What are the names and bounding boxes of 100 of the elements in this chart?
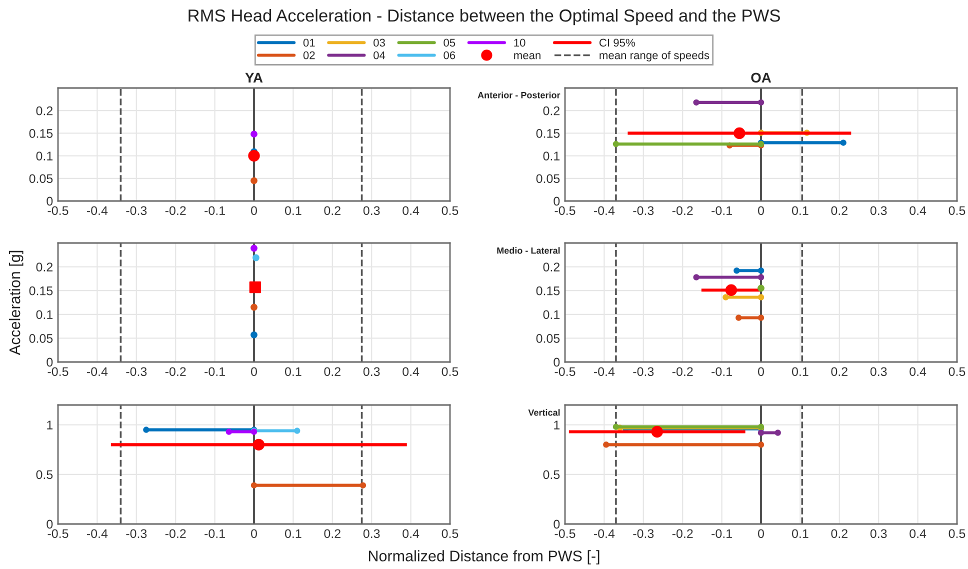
x-tick-label: -0.5 (48, 206, 68, 216)
y-tick-label: 0 (46, 520, 53, 529)
x-tick-label: -0.4 (86, 367, 108, 376)
x-tick-label: 0.1 (792, 367, 808, 376)
y-tick-label: 0.15 (536, 286, 560, 296)
y-tick-label: 0.05 (29, 174, 53, 184)
x-tick-label: 0 (758, 206, 764, 216)
legend-label: mean range of speeds (600, 51, 710, 62)
x-tick-label: 0.4 (910, 206, 926, 216)
x-tick-label: -0.3 (126, 529, 147, 538)
x-tick-label: 0.5 (948, 529, 966, 538)
legend-label: 06 (444, 51, 456, 60)
y-tick-label: 0.05 (29, 334, 53, 343)
x-tick-label: -0.4 (594, 529, 615, 538)
y-tick-label: 0.5 (36, 470, 53, 480)
x-tick-label: 0.4 (402, 367, 420, 376)
y-tick-label: 0.05 (536, 334, 560, 343)
x-tick-label: 0.5 (442, 367, 458, 376)
x-tick-label: -0.5 (554, 206, 576, 216)
x-tick-label: 0.1 (285, 529, 302, 538)
x-tick-label: -0.5 (48, 367, 68, 376)
x-tick-label: -0.4 (86, 529, 108, 538)
text: Medio - Lateral (497, 247, 560, 254)
x-tick-label: 0.4 (910, 529, 926, 538)
y-tick-label: 0.5 (543, 470, 560, 480)
y-tick-label: 1 (47, 420, 53, 430)
legend-label: 05 (444, 38, 456, 47)
y-tick-label: 0.2 (543, 106, 560, 116)
x-tick-label: -0.3 (633, 367, 654, 376)
y-tick-label: 0.05 (536, 174, 560, 184)
x-tick-label: -0.2 (672, 529, 693, 538)
x-tick-label: -0.1 (712, 529, 732, 538)
x-tick-label: -0.4 (594, 206, 615, 216)
x-tick-label: 0.5 (948, 367, 966, 376)
x-tick-label: 0.5 (948, 206, 966, 216)
x-tick-label: -0.2 (165, 367, 186, 376)
x-tick-label: -0.3 (126, 206, 147, 216)
x-tick-label: 0.1 (792, 206, 808, 216)
legend-label: 10 (514, 38, 526, 47)
x-tick-label: 0.2 (324, 367, 340, 376)
y-tick-label: 0 (554, 358, 560, 367)
x-tick-label: 0.3 (363, 529, 380, 538)
y-tick-label: 0.2 (543, 262, 560, 272)
x-tick-label: 0.5 (442, 529, 458, 538)
text: RMS Head Acceleration - Distance between the Optimal Speed and the PWS (188, 8, 780, 26)
x-tick-label: 0.3 (870, 367, 887, 376)
legend-label: 02 (303, 51, 315, 60)
x-tick-label: 0.3 (363, 367, 380, 376)
x-tick-label: -0.1 (204, 206, 225, 216)
legend-label: 03 (374, 38, 385, 47)
y-tick-label: 0.1 (543, 310, 560, 320)
x-tick-label: -0.2 (672, 367, 693, 376)
chart-title: OA (751, 72, 772, 83)
x-tick-label: -0.3 (633, 206, 654, 216)
y-axis-title: Acceleration [g] (9, 250, 24, 356)
x-tick-label: -0.5 (554, 367, 576, 376)
x-tick-label: 0.2 (831, 529, 848, 538)
y-tick-label: 0 (554, 520, 560, 529)
y-tick-label: 0.1 (36, 152, 53, 160)
x-axis-title: Normalized Distance from PWS [-] (368, 550, 600, 564)
y-tick-label: 0.1 (543, 152, 560, 160)
y-tick-label: 1 (554, 420, 560, 430)
x-tick-label: 0 (251, 529, 257, 538)
x-tick-label: -0.1 (712, 367, 732, 376)
x-tick-label: 0 (758, 529, 764, 538)
y-tick-label: 0.15 (29, 129, 53, 138)
x-tick-label: 0.2 (831, 367, 848, 376)
x-tick-label: 0.1 (792, 529, 808, 538)
x-tick-label: -0.5 (48, 529, 68, 538)
y-tick-label: 0 (554, 196, 560, 206)
x-tick-label: -0.5 (554, 529, 576, 538)
legend-label: 04 (374, 51, 386, 60)
chart-title: YA (245, 72, 263, 82)
y-tick-label: 0.1 (36, 310, 53, 320)
text: Vertical (528, 409, 560, 416)
y-tick-label: 0.2 (36, 106, 53, 116)
legend-label: 01 (303, 38, 315, 47)
x-tick-label: 0.2 (324, 206, 340, 216)
x-tick-label: -0.1 (712, 206, 732, 216)
x-tick-label: 0.3 (870, 529, 887, 538)
x-tick-label: 0.2 (831, 206, 848, 216)
x-tick-label: 0.1 (285, 206, 302, 216)
y-tick-label: 0 (46, 196, 53, 206)
x-tick-label: 0.5 (442, 206, 458, 216)
x-tick-label: 0.3 (870, 206, 887, 216)
x-tick-label: 0 (251, 367, 257, 376)
y-tick-label: 0.2 (36, 262, 53, 272)
x-tick-label: 0.4 (910, 367, 926, 376)
x-tick-label: 0 (251, 206, 257, 216)
x-tick-label: 0.1 (285, 367, 302, 376)
x-tick-label: -0.2 (165, 206, 186, 216)
x-tick-label: 0.3 (363, 206, 380, 216)
x-tick-label: -0.3 (633, 529, 654, 538)
x-tick-label: -0.3 (126, 367, 147, 376)
x-tick-label: -0.1 (204, 367, 225, 376)
x-tick-label: 0 (758, 367, 764, 376)
y-tick-label: 0.15 (536, 129, 560, 138)
y-tick-label: 0.15 (29, 286, 53, 296)
x-tick-label: 0.4 (402, 529, 420, 538)
text: Anterior - Posterior (478, 92, 560, 98)
